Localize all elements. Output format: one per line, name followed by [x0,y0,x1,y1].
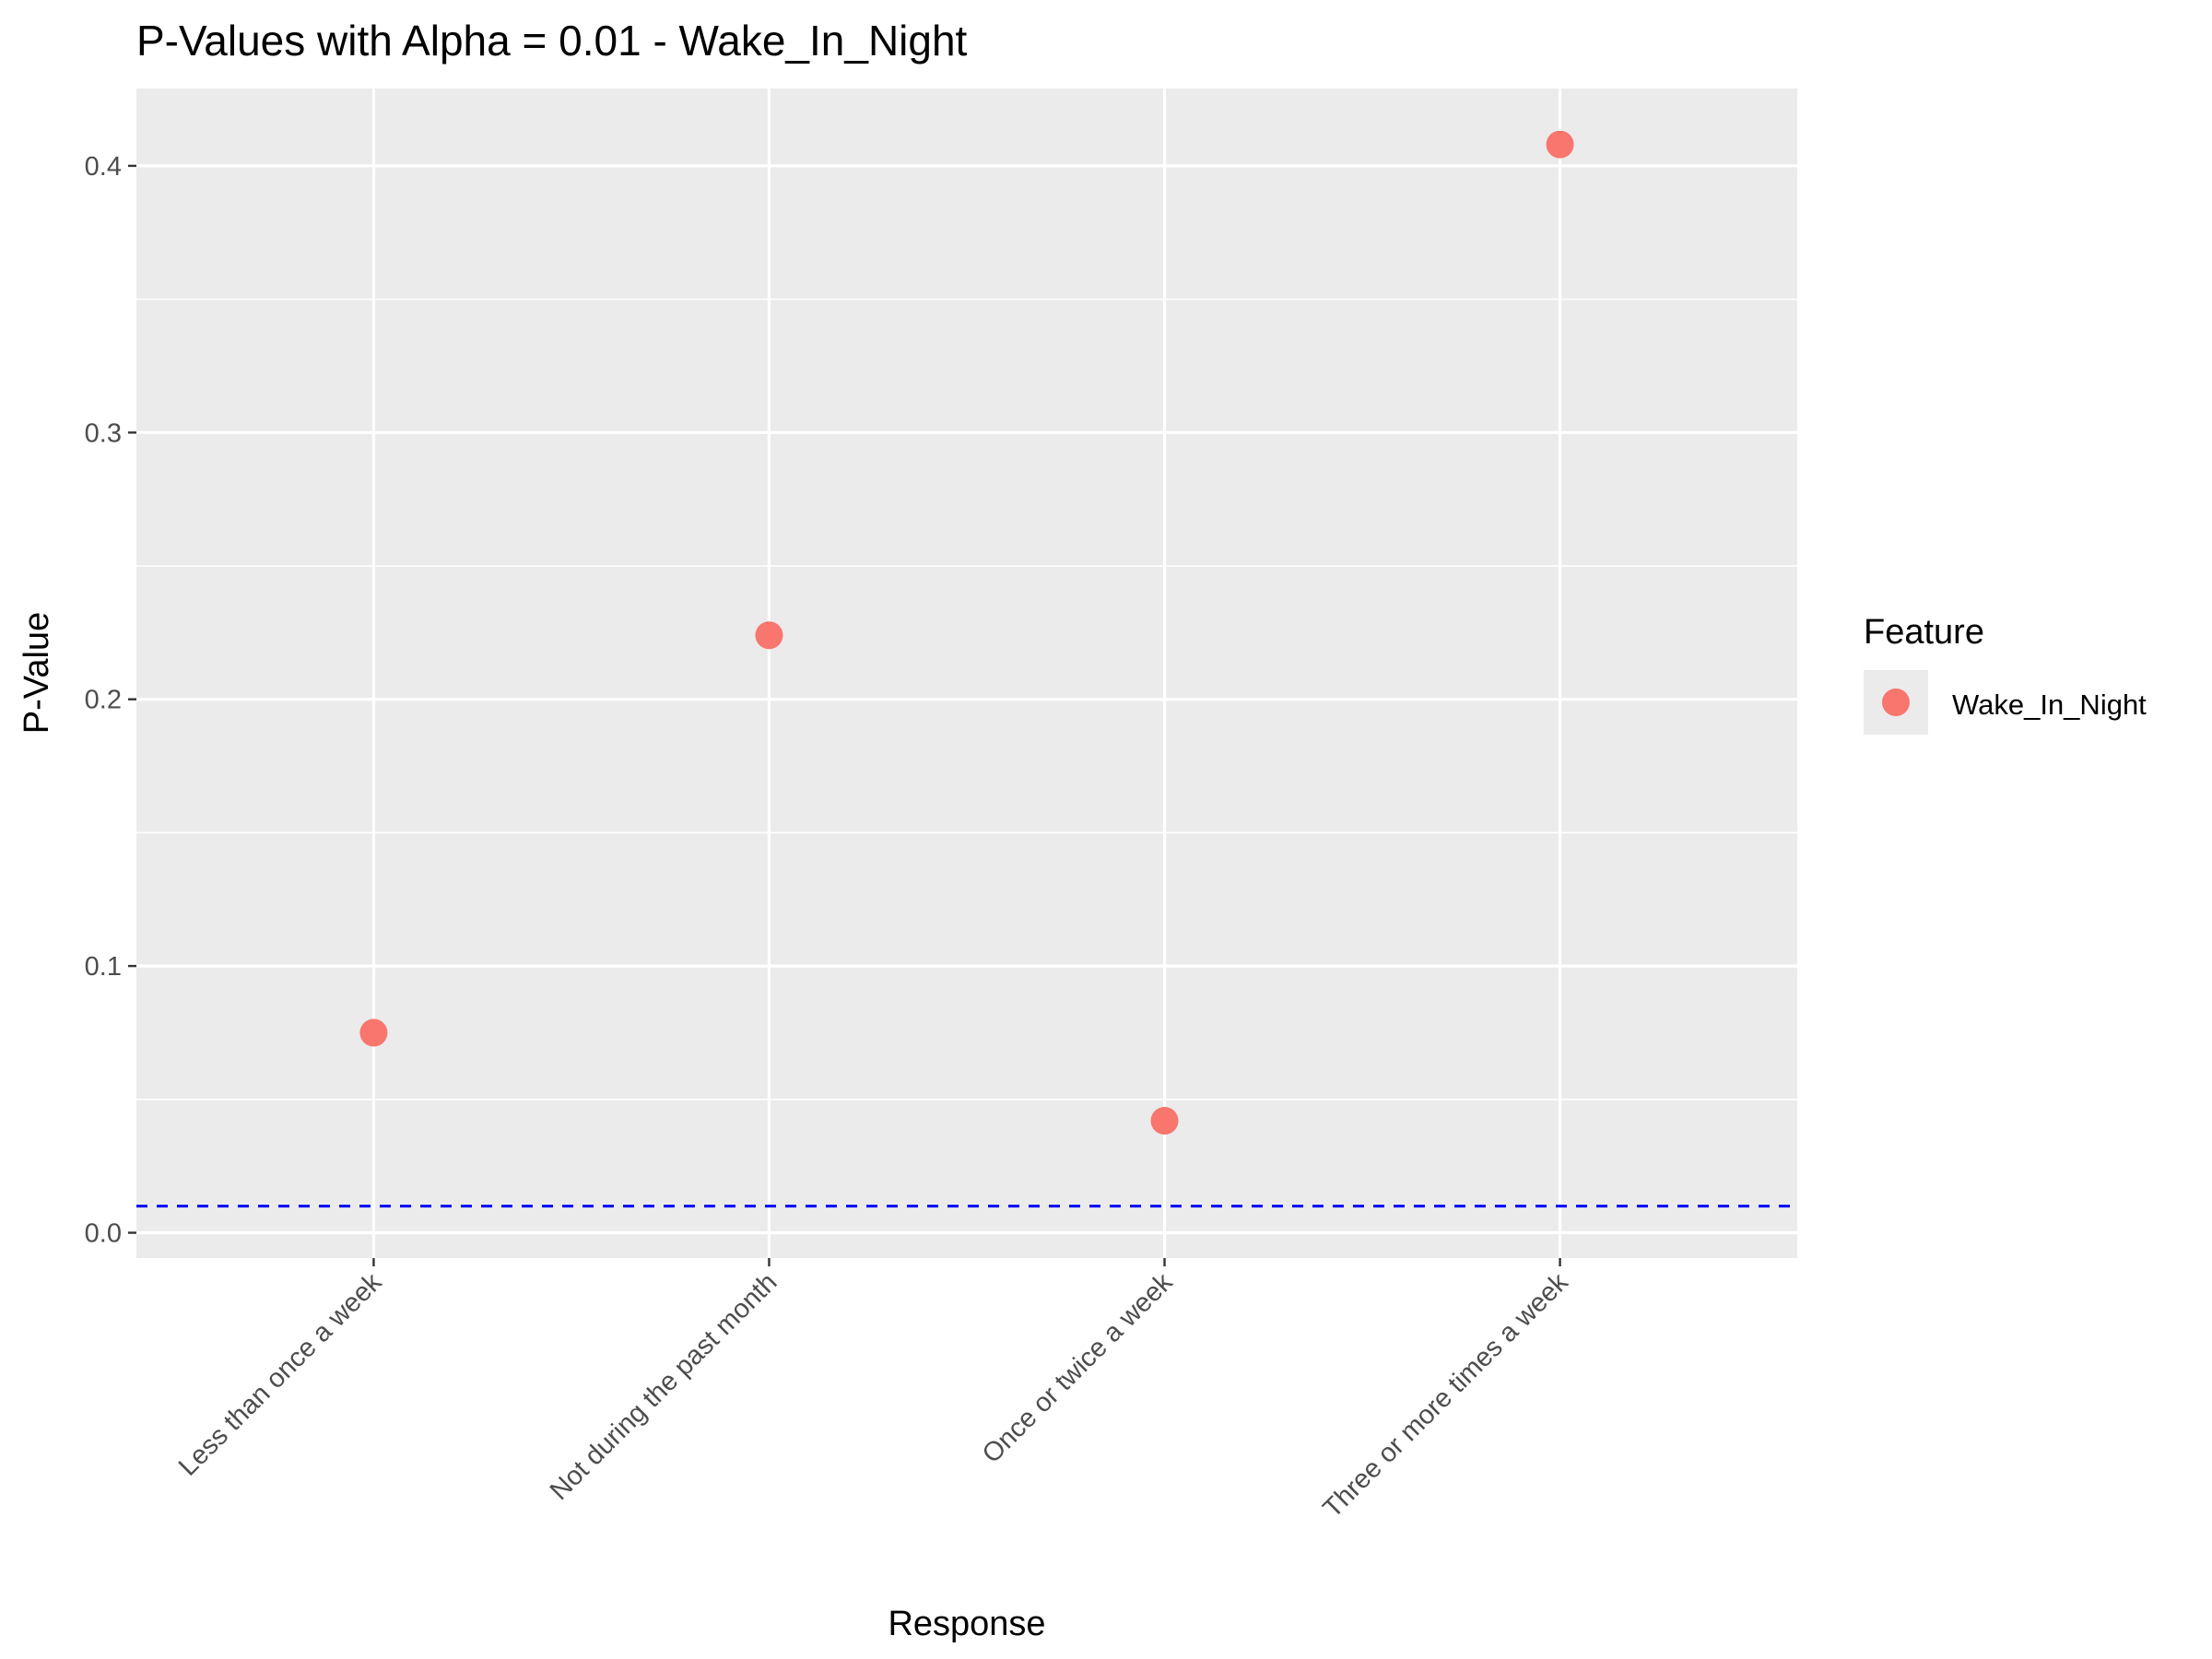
legend-title: Feature [1864,613,1984,652]
y-tick-label: 0.1 [85,952,122,982]
y-tick-label: 0.0 [85,1219,122,1249]
y-axis: 0.0 0.1 0.2 0.3 0.4 [85,152,136,1249]
y-tick-label: 0.3 [85,418,122,448]
legend-entry-label: Wake_In_Night [1952,688,2147,721]
x-tick-label: Less than once a week [173,1267,388,1482]
data-points [359,130,1574,1135]
y-axis-label: P-Value [18,612,56,734]
y-tick-label: 0.4 [85,152,122,182]
legend: Feature Wake_In_Night [1864,613,2147,735]
x-tick-label: Not during the past month [545,1267,783,1506]
x-axis-label: Response [888,1605,1045,1643]
x-tick-label: Once or twice a week [977,1267,1179,1469]
grid-major [136,88,1797,1258]
data-point [755,621,783,650]
legend-marker [1882,688,1910,716]
data-point [359,1018,388,1047]
x-axis: Less than once a week Not during the past… [173,1258,1574,1524]
data-point [1150,1106,1179,1135]
x-tick-label: Three or more times a week [1318,1267,1574,1524]
grid-minor [136,298,1797,1100]
chart-title: P-Values with Alpha = 0.01 - Wake_In_Nig… [136,17,968,65]
data-point [1546,130,1574,159]
plot-panel [136,88,1797,1258]
y-tick-label: 0.2 [85,686,122,715]
